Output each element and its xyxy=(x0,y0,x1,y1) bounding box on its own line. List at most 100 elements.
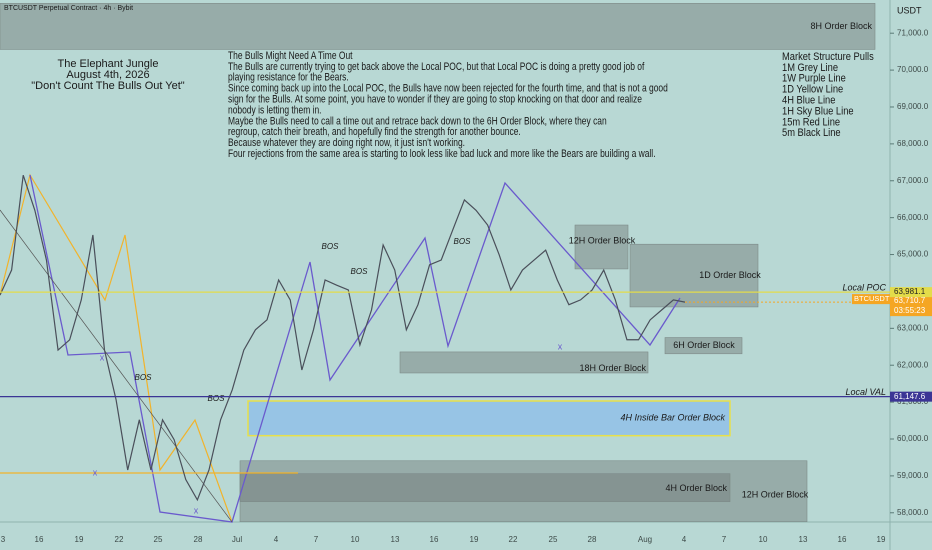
level-label: 61,147.6 xyxy=(894,392,926,401)
structure-item: 1M Grey Line xyxy=(782,62,838,74)
x-marker: x xyxy=(93,467,98,477)
x-tick-label: 25 xyxy=(549,535,558,544)
x-tick-label: 28 xyxy=(588,535,597,544)
y-tick-label: 59,000.0 xyxy=(897,471,929,480)
note-line: "Don't Count The Bulls Out Yet" xyxy=(31,80,185,92)
order-block-label: 12H Order Block xyxy=(742,490,809,500)
order-block xyxy=(247,400,731,437)
x-tick-label: 22 xyxy=(509,535,518,544)
x-marker: x xyxy=(558,341,563,351)
y-tick-label: 65,000.0 xyxy=(897,250,929,259)
last-price-label: 63,710.7 xyxy=(894,296,926,305)
commentary-title: The Bulls Might Need A Time Out xyxy=(228,50,353,62)
currency: USDT xyxy=(897,5,922,15)
order-block xyxy=(664,337,743,355)
structure-item: 1W Purple Line xyxy=(782,73,846,85)
order-block-label: 1D Order Block xyxy=(699,270,761,280)
order-block xyxy=(399,351,649,374)
countdown: 03:55:23 xyxy=(894,306,926,315)
y-tick-label: 60,000.0 xyxy=(897,434,929,443)
commentary-line: Because whatever they are doing right no… xyxy=(228,137,465,149)
order-block-label: 8H Order Block xyxy=(810,21,872,31)
structure-item: 4H Blue Line xyxy=(782,95,836,107)
y-tick-label: 67,000.0 xyxy=(897,176,929,185)
chart-header: BTCUSDT Perpetual Contract · 4h · Bybit xyxy=(4,5,133,12)
note-line: August 4th, 2026 xyxy=(66,69,149,81)
commentary-line: The Bulls are currently trying to get ba… xyxy=(228,61,645,73)
level-label: 63,981.1 xyxy=(894,287,926,296)
price-line xyxy=(0,175,686,502)
x-tick-label: 4 xyxy=(682,535,687,544)
x-tick-label: 16 xyxy=(35,535,44,544)
x-tick-label: 25 xyxy=(154,535,163,544)
x-tick-label: 13 xyxy=(799,535,808,544)
order-block-label: 6H Order Block xyxy=(673,340,735,350)
structure-item: 1D Yellow Line xyxy=(782,84,844,96)
commentary-line: Four rejections from the same area is st… xyxy=(228,148,656,160)
bos-label: BOS xyxy=(454,237,472,246)
x-tick-label: 7 xyxy=(722,535,727,544)
order-block-label: 12H Order Block xyxy=(569,235,636,245)
x-tick-label: Jul xyxy=(232,535,242,544)
bos-label: BOS xyxy=(208,394,226,403)
zones: 8H Order Block 12H Order Block 1D Order Bl… xyxy=(0,3,876,522)
x-marker: x xyxy=(100,352,105,362)
x-tick-label: 7 xyxy=(314,535,319,544)
price-tag-name: BTCUSDT P xyxy=(854,294,896,303)
x-tick-label: 16 xyxy=(430,535,439,544)
price-tag xyxy=(890,296,932,317)
order-block-label: 4H Inside Bar Order Block xyxy=(620,413,725,423)
x-tick-label: 19 xyxy=(877,535,886,544)
left-note: The Elephant Jungle August 4th, 2026 "Do… xyxy=(31,58,185,92)
structure-item: 1H Sky Blue Line xyxy=(782,106,854,118)
x-tick-label: 16 xyxy=(838,535,847,544)
x-tick-label: 4 xyxy=(274,535,279,544)
x-tick-label: 22 xyxy=(115,535,124,544)
trend-line xyxy=(29,174,681,523)
level-tag xyxy=(890,287,932,298)
bos-label: BOS xyxy=(322,242,340,251)
y-tick-label: 71,000.0 xyxy=(897,28,929,37)
x-tick-label: 3 xyxy=(1,535,6,544)
commentary-line: nobody is letting them in. xyxy=(228,104,322,116)
order-block-label: 18H Order Block xyxy=(579,363,646,373)
x-tick-label: 13 xyxy=(391,535,400,544)
trend-line xyxy=(0,209,233,523)
commentary-line: regroup, catch their breath, and hopeful… xyxy=(228,126,521,138)
y-tick-label: 63,000.0 xyxy=(897,323,929,332)
y-tick-label: 70,000.0 xyxy=(897,65,929,74)
x-tick-label: 28 xyxy=(194,535,203,544)
price-tag xyxy=(852,294,890,305)
order-block xyxy=(239,473,731,503)
y-tick-label: 61,000.0 xyxy=(897,397,929,406)
commentary-line: Maybe the Bulls need to call a time out … xyxy=(228,115,607,127)
commentary-line: Since coming back up into the Local POC,… xyxy=(228,83,668,95)
y-tick-label: 69,000.0 xyxy=(897,102,929,111)
x-tick-label: 10 xyxy=(351,535,360,544)
order-block xyxy=(574,224,629,270)
order-block-label: 4H Order Block xyxy=(665,483,727,493)
x-tick-label: 19 xyxy=(75,535,84,544)
level-name: Local POC xyxy=(842,283,886,293)
note-line: The Elephant Jungle xyxy=(58,58,159,70)
structure-item: 5m Black Line xyxy=(782,128,841,140)
y-tick-label: 58,000.0 xyxy=(897,508,929,517)
bos-label: BOS xyxy=(351,267,369,276)
y-tick-label: 66,000.0 xyxy=(897,213,929,222)
x-marker: x xyxy=(194,505,199,515)
structure-title: Market Structure Pulls xyxy=(782,51,874,63)
x-tick-label: Aug xyxy=(638,535,652,544)
x-tick-label: 10 xyxy=(759,535,768,544)
y-tick-label: 62,000.0 xyxy=(897,360,929,369)
order-block xyxy=(629,243,759,308)
order-block xyxy=(0,3,876,50)
level-name: Local VAL xyxy=(845,387,886,397)
bos-label: BOS xyxy=(135,373,153,382)
y-tick-label: 68,000.0 xyxy=(897,139,929,148)
commentary-line: sign for the Bulls. At some point, you h… xyxy=(228,94,642,106)
